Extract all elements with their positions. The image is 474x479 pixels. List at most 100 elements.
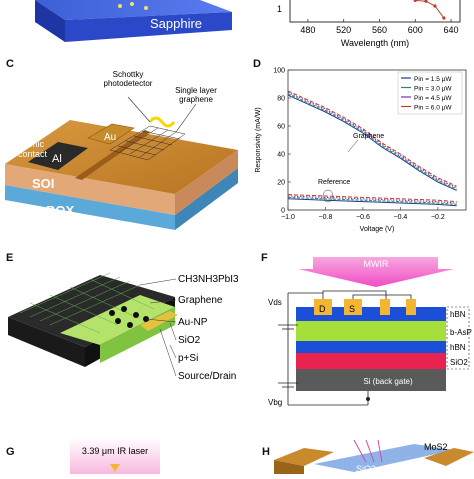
box-layer-side [175,168,238,230]
b-asp-layer [296,321,446,341]
mos2-sheet [314,444,454,472]
data-point [413,0,417,2]
schottky-label: Schottky photodetector [104,70,153,88]
soi-layer-side [175,150,238,215]
sio2-label: SiO2 [356,464,376,474]
series-line [287,198,457,207]
au-label: Au [104,132,116,143]
nanoparticle-icon [144,6,148,10]
graphene-label: Graphene [178,295,223,306]
drain-electrode [314,299,332,315]
x-tick-label: 600 [408,25,423,35]
backgate-label: Si (back gate) [363,377,413,386]
substrate-top [8,275,175,347]
x-tick-label: 520 [336,25,351,35]
series-line [287,93,457,190]
layer-labels: CH3NH3PbI3 Graphene Au-NP SiO2 p+Si Sour… [178,274,239,382]
mos2-label: MoS2 [424,442,448,452]
au-np-label: Au-NP [178,317,208,328]
circuit-wires [278,290,412,406]
y-tick-label: 1 [277,4,282,14]
b-asp-device-illustration: MWIR D S Vds Vbg hBN b-AsP hBN SiO2 [268,257,472,407]
legend-label: Pin = 6.0 μW [414,105,452,112]
graphene-annotation: Graphene [353,133,384,140]
sio2-label: SiO2 [178,335,201,346]
box-label: BOX [46,203,75,218]
b-asp-label: b-AsP [450,328,472,337]
al-label: Al [52,153,62,165]
left-electrode [274,448,334,466]
series-line [287,90,457,187]
graphene-label: Single layer graphene [175,86,217,104]
y-tick-label: 60 [277,124,285,131]
x-tick-label: −0.2 [431,214,445,221]
panel-d: Responsivity (mA/W) −1.0 −0.8 −0.6 −0.4 −0.2… [248,60,474,235]
sio2-label: SiO2 [450,358,468,367]
series-line [287,196,457,205]
graphene-pointer [175,103,197,133]
panel-e: CH3NH3PbI3 Graphene Au-NP SiO2 p+Si Sour… [0,255,240,425]
responsivity-plot: Responsivity (mA/W) −1.0 −0.8 −0.6 −0.4 −0.2… [255,68,467,233]
schottky-device-illustration: Ohmic contact Al Au Schottky photodetector… [5,70,238,231]
x-ticks: 480 520 560 600 640 [300,19,459,35]
data-point [424,0,428,3]
panel-letter-h: H [262,446,270,458]
panel-letter-g: G [6,446,15,458]
vds-label: Vds [268,298,282,307]
y-tick-label: 80 [277,96,285,103]
series-line [287,91,457,189]
y-tick-label: 20 [277,180,285,187]
soi-label: SOI [32,176,54,191]
graphene-mesh [19,272,155,334]
mwir-label: MWIR [364,259,389,269]
data-point [433,4,437,8]
electrode-4 [406,299,416,315]
legend-label: Pin = 4.5 μW [414,95,452,102]
nanoparticle-icon [130,2,134,6]
reference-annotation: Reference [318,179,350,186]
panel-g: 3.39 μm IR laser [40,438,190,474]
plot-series [413,0,446,20]
hbn-bottom-layer [296,341,446,353]
label-pointers [139,278,177,377]
panel-letter-f: F [261,252,268,264]
x-tick-label: −0.8 [319,214,333,221]
laser-illustration: 3.39 μm IR laser [70,438,160,474]
perovskite-label: CH3NH3PbI3 [178,274,239,285]
plot-frame [289,0,461,23]
series-line [287,94,457,191]
plot-series [287,90,457,207]
data-point [442,16,446,20]
electrode-3 [380,299,390,315]
panel-top-left: Sapphire [0,0,237,50]
panel-top-right: 1 480 520 560 600 640 Wavelength (nm) [262,0,474,50]
sapphire-device-illustration: Sapphire [35,0,232,42]
series-line [415,0,445,19]
panel-h: MoS2 SiO2 [274,439,474,474]
laser-arrow-icon [110,464,120,472]
x-axis-label: Voltage (V) [360,226,395,233]
top-surface [5,120,238,194]
sapphire-front-face [65,12,232,42]
panel-f: MWIR D S Vds Vbg hBN b-AsP hBN SiO2 [258,255,474,425]
source-drain-electrode [140,311,178,331]
legend: Pin = 1.5 μW Pin = 3.0 μW Pin = 4.5 μW Pin … [397,71,463,115]
source-label: S [349,304,355,314]
plot-frame [287,69,467,211]
x-tick-label: −1.0 [281,214,295,221]
stack-bracket [446,306,470,370]
x-tick-label: 480 [300,25,315,35]
vbg-label: Vbg [268,398,282,407]
x-tick-label: 560 [372,25,387,35]
y-tick-label: 0 [281,208,285,215]
ohmic-contact-label: Ohmic contact [18,139,48,159]
wavelength-plot: 1 480 520 560 600 640 Wavelength (nm) [277,0,461,48]
x-tick-label: −0.4 [394,214,408,221]
mos2-device-illustration: MoS2 SiO2 [274,439,474,474]
schottky-pointer [127,96,151,123]
light-beam-icon [148,116,176,128]
legend-label: Pin = 1.5 μW [414,76,452,83]
laser-label: 3.39 μm IR laser [82,446,148,456]
source-electrode [344,299,362,315]
si-back-gate [296,369,446,391]
